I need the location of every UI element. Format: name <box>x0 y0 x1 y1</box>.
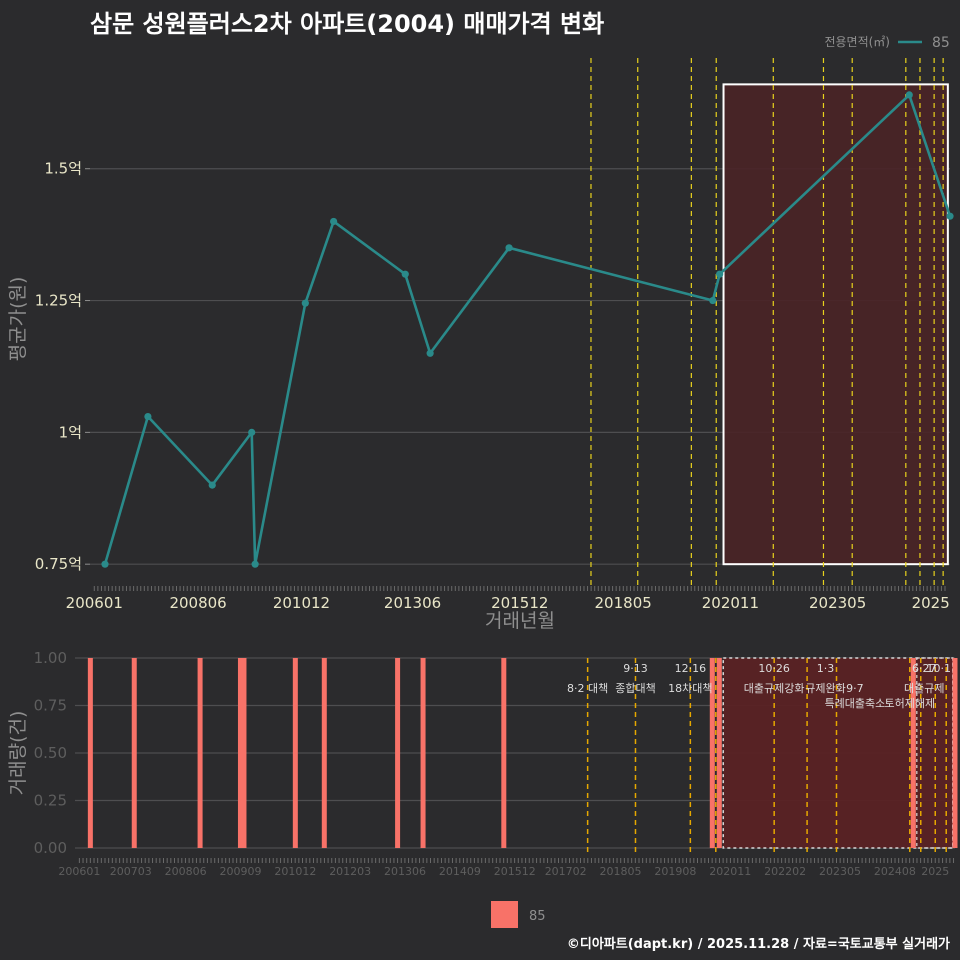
volume-xtick-label: 202202 <box>764 865 806 878</box>
volume-xtick-label: 200703 <box>110 865 152 878</box>
volume-ytick-label: 0.50 <box>34 744 67 762</box>
volume-xtick-label: 200601 <box>58 865 100 878</box>
price-ytick-label: 1억 <box>59 423 82 441</box>
volume-legend-swatch <box>491 901 518 928</box>
volume-ytick-label: 0.00 <box>34 839 67 857</box>
volume-bar <box>197 658 203 848</box>
price-xtick-label: 202011 <box>702 594 759 612</box>
volume-bar <box>420 658 426 848</box>
volume-xtick-label: 201512 <box>494 865 536 878</box>
volume-bar <box>952 658 958 848</box>
volume-bar <box>716 658 722 848</box>
price-xtick-label: 201012 <box>273 594 330 612</box>
volume-xtick-label: 201306 <box>384 865 426 878</box>
price-series-line <box>103 93 952 566</box>
policy-annotation: 토허제해제 <box>884 696 935 710</box>
legend-title: 전용면적(㎡) <box>824 35 890 49</box>
chart-title: 삼문 성원플러스2차 아파트(2004) 매매가격 변화 <box>90 10 605 38</box>
price-point <box>946 212 954 220</box>
price-point <box>251 560 259 568</box>
policy-annotation: 6·27 <box>912 662 937 675</box>
volume-xtick-label: 201908 <box>654 865 696 878</box>
volume-xtick-label: 200909 <box>219 865 261 878</box>
price-point <box>248 428 256 436</box>
price-y-axis-title: 평균가(원) <box>7 277 29 362</box>
price-xtick-label: 201306 <box>384 594 441 612</box>
policy-annotation: 9·7 <box>846 682 864 695</box>
price-xtick-label: 201805 <box>595 594 652 612</box>
volume-ytick-label: 1.00 <box>34 649 67 667</box>
price-point <box>905 91 913 99</box>
price-xtick-label: 200806 <box>169 594 226 612</box>
price-point <box>716 270 724 278</box>
policy-annotation: 1·3 <box>817 662 835 675</box>
volume-xtick-label: 202011 <box>709 865 751 878</box>
volume-xtick-label: 2025 <box>921 865 949 878</box>
volume-bar <box>237 658 243 848</box>
volume-bar <box>292 658 298 848</box>
policy-annotation: 10·26 <box>758 662 790 675</box>
legend-label: 85 <box>932 35 950 51</box>
volume-xtick-label: 202305 <box>819 865 861 878</box>
policy-annotation: 9·13 <box>623 662 648 675</box>
policy-annotation: 8·2 대책 <box>567 682 608 695</box>
volume-bar <box>501 658 507 848</box>
policy-annotation: 10·1 <box>927 662 952 675</box>
volume-xtick-label: 201805 <box>600 865 642 878</box>
volume-xtick-label: 201012 <box>274 865 316 878</box>
volume-highlight-inner-box <box>916 657 954 849</box>
price-point <box>208 481 216 489</box>
source-credit: ©디아파트(dapt.kr) / 2025.11.28 / 자료=국토교통부 실… <box>566 937 950 952</box>
price-point <box>301 299 309 307</box>
volume-bar <box>321 658 327 848</box>
policy-annotation: 18차대책 <box>668 682 712 695</box>
policy-annotation: 대출규제강화 <box>744 682 805 695</box>
policy-annotation: 대출규제 <box>904 682 944 695</box>
volume-bar <box>241 658 247 848</box>
price-point <box>330 217 338 226</box>
volume-legend-label: 85 <box>529 909 546 924</box>
price-point <box>101 560 109 568</box>
volume-y-axis-title: 거래량(건) <box>7 711 29 796</box>
volume-xtick-label: 201702 <box>545 865 587 878</box>
policy-annotation: 규제완화 <box>805 682 845 695</box>
volume-xtick-label: 201203 <box>329 865 371 878</box>
price-ytick-label: 1.5억 <box>44 160 82 178</box>
price-highlight-box <box>722 83 949 566</box>
price-point <box>426 349 434 357</box>
volume-xtick-label: 202408 <box>874 865 916 878</box>
volume-bar <box>87 658 93 848</box>
volume-bar <box>131 658 137 848</box>
volume-bar <box>910 658 916 848</box>
price-point <box>401 270 409 278</box>
price-x-axis-title: 거래년월 <box>485 610 555 632</box>
price-point <box>709 296 717 305</box>
price-ytick-label: 1.25억 <box>35 292 82 310</box>
volume-xtick-label: 201409 <box>439 865 481 878</box>
volume-xtick-label: 200806 <box>165 865 207 878</box>
price-xtick-label: 201512 <box>491 594 548 612</box>
price-xtick-label: 202305 <box>809 594 866 612</box>
policy-annotation: 종합대책 <box>615 682 655 695</box>
price-xtick-label: 200601 <box>66 594 123 612</box>
volume-bar <box>395 658 401 848</box>
volume-bar <box>709 658 715 848</box>
price-point <box>144 412 152 421</box>
volume-ytick-label: 0.75 <box>34 697 67 715</box>
price-xtick-label: 2025 <box>912 594 950 612</box>
volume-ytick-label: 0.25 <box>34 792 67 810</box>
price-ytick-label: 0.75억 <box>35 555 82 573</box>
price-point <box>505 244 513 252</box>
policy-annotation: 12·16 <box>675 662 707 675</box>
policy-annotation: 특례대출축소 <box>825 697 886 710</box>
